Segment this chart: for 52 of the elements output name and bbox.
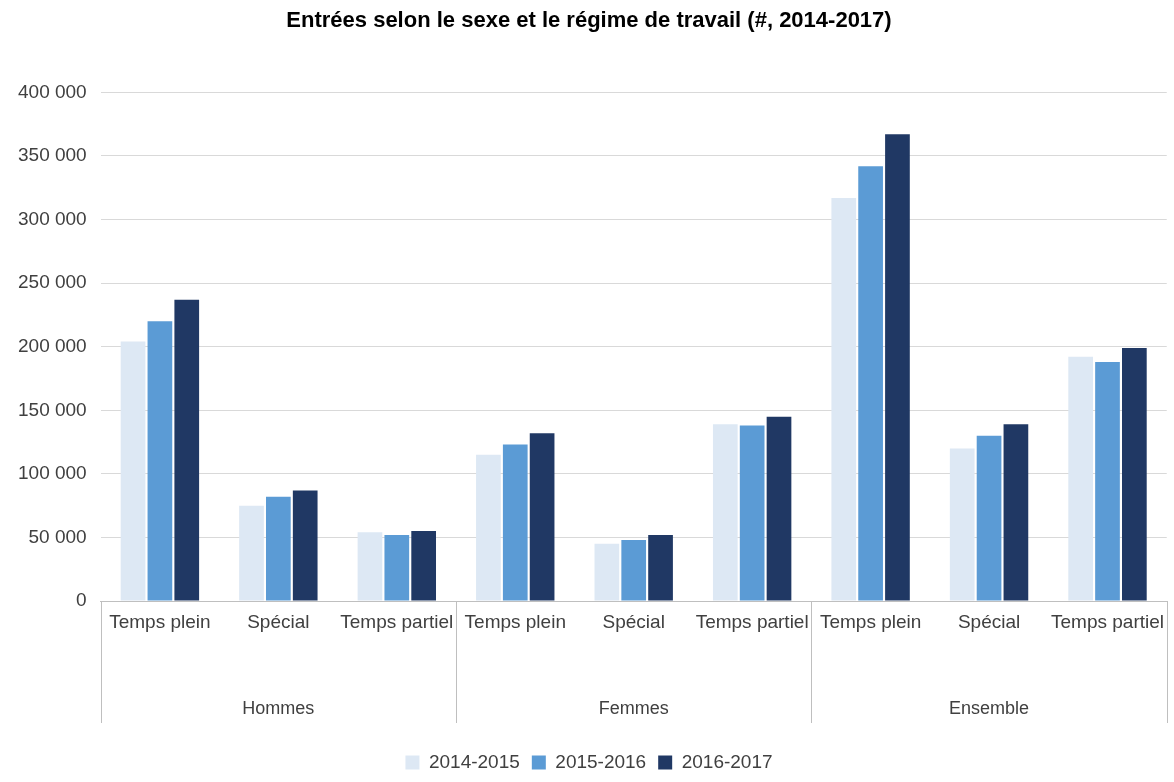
bar <box>976 435 1002 601</box>
bar <box>1122 347 1147 601</box>
bar <box>885 134 910 601</box>
chart-title: Entrées selon le sexe et le régime de travail (#, 2014-2017) <box>286 7 892 33</box>
y-tick-label: 100 000 <box>17 462 87 484</box>
bar <box>766 416 792 601</box>
bar <box>949 448 975 601</box>
y-tick-label: 300 000 <box>17 207 87 229</box>
y-tick-label: 200 000 <box>17 334 87 356</box>
bar <box>1095 361 1120 601</box>
bar <box>648 534 673 601</box>
y-tick-label: 150 000 <box>17 398 87 420</box>
legend-label: 2015-2016 <box>555 750 647 772</box>
y-tick-label: 350 000 <box>17 144 87 166</box>
bar <box>476 454 501 601</box>
bar <box>384 534 410 601</box>
y-tick-label: 0 <box>76 589 87 611</box>
bar <box>1068 356 1094 601</box>
bar <box>1003 424 1029 601</box>
bar <box>831 197 857 601</box>
bar <box>594 543 620 601</box>
text: Femmes <box>598 697 669 718</box>
x-tick-label: Temps plein <box>464 610 566 632</box>
text: Ensemble <box>949 697 1030 718</box>
x-tick-label: Temps plein <box>109 610 211 632</box>
bar <box>858 166 883 601</box>
x-tick-label: Spécial <box>957 610 1021 632</box>
bar <box>739 425 765 601</box>
bar <box>266 496 291 601</box>
legend-label: 2014-2015 <box>428 750 520 772</box>
bar <box>712 424 738 601</box>
x-tick-label: Spécial <box>247 610 310 632</box>
bar <box>411 531 436 601</box>
x-tick-label: Temps partiel <box>1051 610 1165 632</box>
bar <box>120 341 146 601</box>
bar <box>502 444 528 601</box>
y-tick-label: 50 000 <box>28 525 87 547</box>
bar <box>529 433 555 601</box>
text: Hommes <box>242 697 315 718</box>
y-tick-label: 250 000 <box>17 271 87 293</box>
x-tick-label: Spécial <box>602 610 665 632</box>
x-tick-label: Temps partiel <box>695 610 809 632</box>
bar <box>357 532 383 601</box>
bar <box>174 299 200 601</box>
bar <box>292 490 318 601</box>
legend-label: 2016-2017 <box>681 750 773 772</box>
y-tick-label: 400 000 <box>17 80 87 102</box>
x-tick-label: Temps plein <box>819 610 922 632</box>
bar <box>621 539 647 601</box>
bar <box>239 505 264 601</box>
bar <box>147 321 173 601</box>
x-tick-label: Temps partiel <box>340 610 454 632</box>
